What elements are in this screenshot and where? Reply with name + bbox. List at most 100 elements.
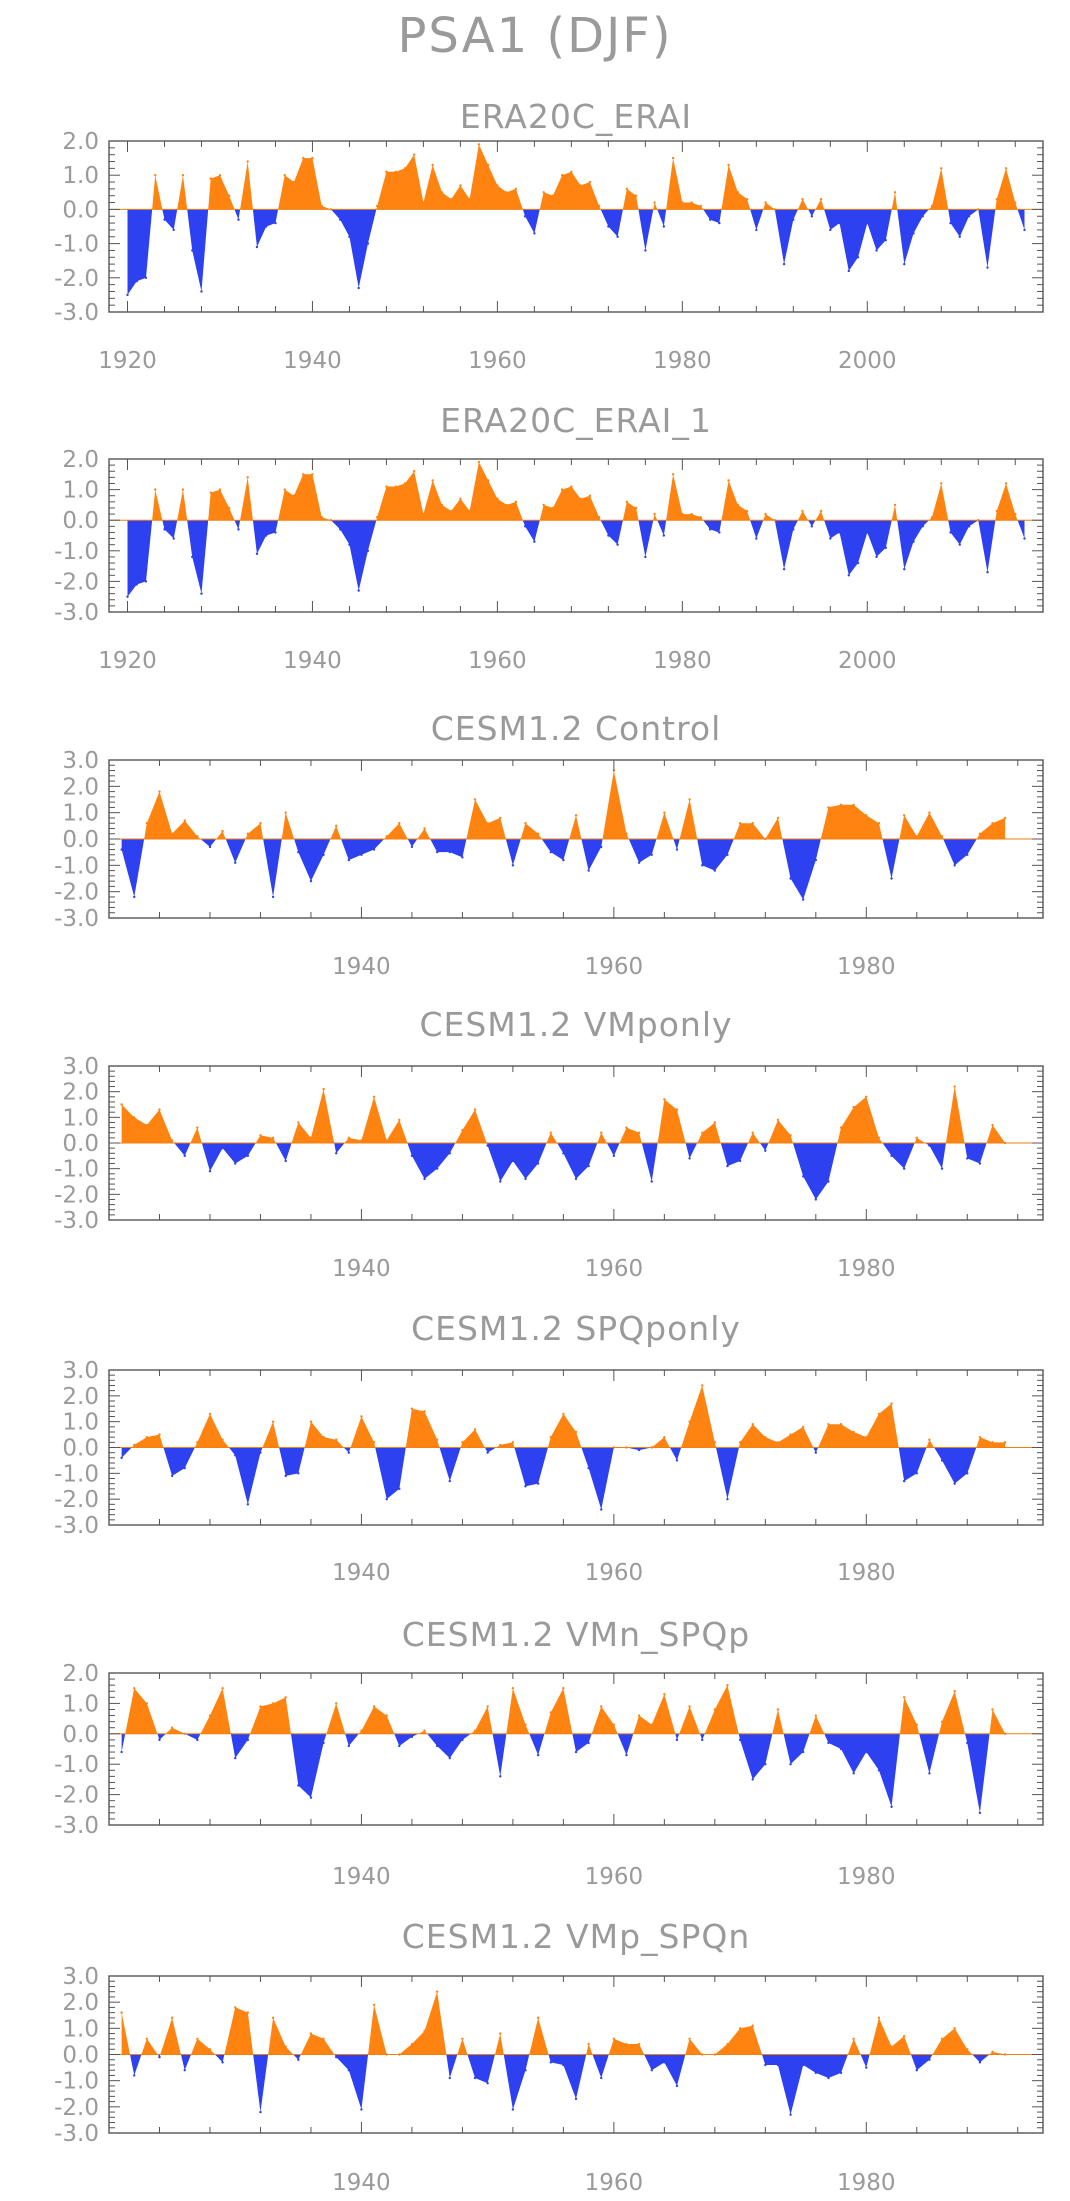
negative-area xyxy=(121,2054,1006,2115)
data-point xyxy=(838,221,841,225)
data-point xyxy=(764,1149,767,1152)
data-point xyxy=(440,503,444,507)
data-point xyxy=(461,856,464,859)
data-point xyxy=(218,174,222,177)
data-point xyxy=(637,1448,641,1452)
data-point xyxy=(671,156,675,160)
data-point xyxy=(486,822,489,825)
data-point xyxy=(292,180,296,184)
data-point xyxy=(320,515,323,519)
data-point xyxy=(958,235,961,238)
data-point xyxy=(751,1131,754,1134)
figure-title: PSA1 (DJF) xyxy=(397,8,672,64)
data-point xyxy=(191,249,194,252)
panel-title: CESM1.2 VMn_SPQp xyxy=(402,1615,751,1654)
data-point xyxy=(297,1784,300,1787)
y-tick-label: 2.0 xyxy=(62,1384,99,1410)
data-point xyxy=(562,1687,565,1690)
data-point xyxy=(309,879,313,883)
data-point xyxy=(234,1162,237,1165)
data-point xyxy=(322,853,325,856)
data-point xyxy=(360,1415,363,1418)
data-point xyxy=(183,1154,186,1158)
data-point xyxy=(435,1744,439,1748)
data-point xyxy=(751,1423,754,1426)
y-tick-label: 1.0 xyxy=(62,478,99,504)
data-point xyxy=(789,1134,792,1137)
data-point xyxy=(890,1805,893,1808)
data-point xyxy=(701,1131,704,1134)
x-tick-label: 1960 xyxy=(585,1256,644,1282)
data-point xyxy=(366,549,370,552)
data-point xyxy=(234,1454,237,1457)
y-tick-label: -3.0 xyxy=(54,300,99,326)
data-point xyxy=(801,898,805,901)
x-tick-label: 1960 xyxy=(585,1864,644,1890)
data-point xyxy=(650,1180,653,1183)
data-point xyxy=(237,528,240,531)
data-point xyxy=(789,2113,792,2116)
x-tick-label: 1980 xyxy=(653,648,712,674)
data-point xyxy=(246,2011,250,2014)
data-point xyxy=(995,509,998,513)
data-point xyxy=(650,1723,653,1726)
data-point xyxy=(372,2003,376,2006)
data-point xyxy=(675,2084,679,2088)
data-point xyxy=(422,201,425,204)
data-point xyxy=(875,555,878,559)
data-point xyxy=(597,515,601,519)
data-point xyxy=(228,506,231,510)
data-point xyxy=(877,2016,881,2020)
x-tick-label: 1940 xyxy=(332,1560,391,1586)
data-point xyxy=(782,567,786,571)
data-point xyxy=(1004,482,1008,485)
data-point xyxy=(302,156,305,160)
data-point xyxy=(675,848,679,851)
data-point xyxy=(570,485,573,488)
data-point xyxy=(562,2063,565,2067)
data-point xyxy=(699,515,703,519)
data-point xyxy=(953,1690,956,1693)
data-point xyxy=(322,1435,325,1439)
data-point xyxy=(890,1154,893,1158)
data-point xyxy=(366,242,370,245)
data-point xyxy=(499,1775,502,1778)
data-point xyxy=(708,218,712,221)
data-point xyxy=(208,1170,212,1173)
data-point xyxy=(810,525,814,528)
data-point xyxy=(234,2006,237,2009)
data-point xyxy=(209,177,212,180)
data-point xyxy=(1003,816,1007,820)
negative-area xyxy=(127,209,1025,295)
data-point xyxy=(587,869,590,872)
data-point xyxy=(158,1738,161,1742)
data-point xyxy=(431,163,434,167)
data-point xyxy=(764,1435,767,1439)
data-point xyxy=(435,1167,439,1170)
data-point xyxy=(271,1702,275,1705)
y-tick-label: -1.0 xyxy=(54,232,99,258)
panel-3: CESM1.2 Control 3.02.01.00.0-1.0-2.0-3.0 1… xyxy=(54,709,1044,980)
data-point xyxy=(144,580,148,583)
data-point xyxy=(486,1705,489,1708)
data-point xyxy=(801,1175,805,1178)
data-point xyxy=(133,1687,136,1690)
data-point xyxy=(311,156,314,160)
y-tick-label: -2.0 xyxy=(54,1783,99,1809)
data-point xyxy=(309,2032,313,2035)
data-point xyxy=(865,1095,868,1099)
y-tick-label: -3.0 xyxy=(54,2121,99,2147)
data-point xyxy=(966,853,969,856)
data-point xyxy=(523,525,527,528)
data-point xyxy=(234,1756,237,1760)
data-point xyxy=(949,221,952,225)
negative-area xyxy=(121,1143,1006,1200)
data-point xyxy=(334,824,338,828)
data-point xyxy=(755,228,758,232)
data-point xyxy=(902,1696,906,1699)
data-point xyxy=(271,1136,275,1140)
data-point xyxy=(574,2097,578,2101)
data-point xyxy=(1023,537,1026,540)
data-point xyxy=(637,861,641,864)
